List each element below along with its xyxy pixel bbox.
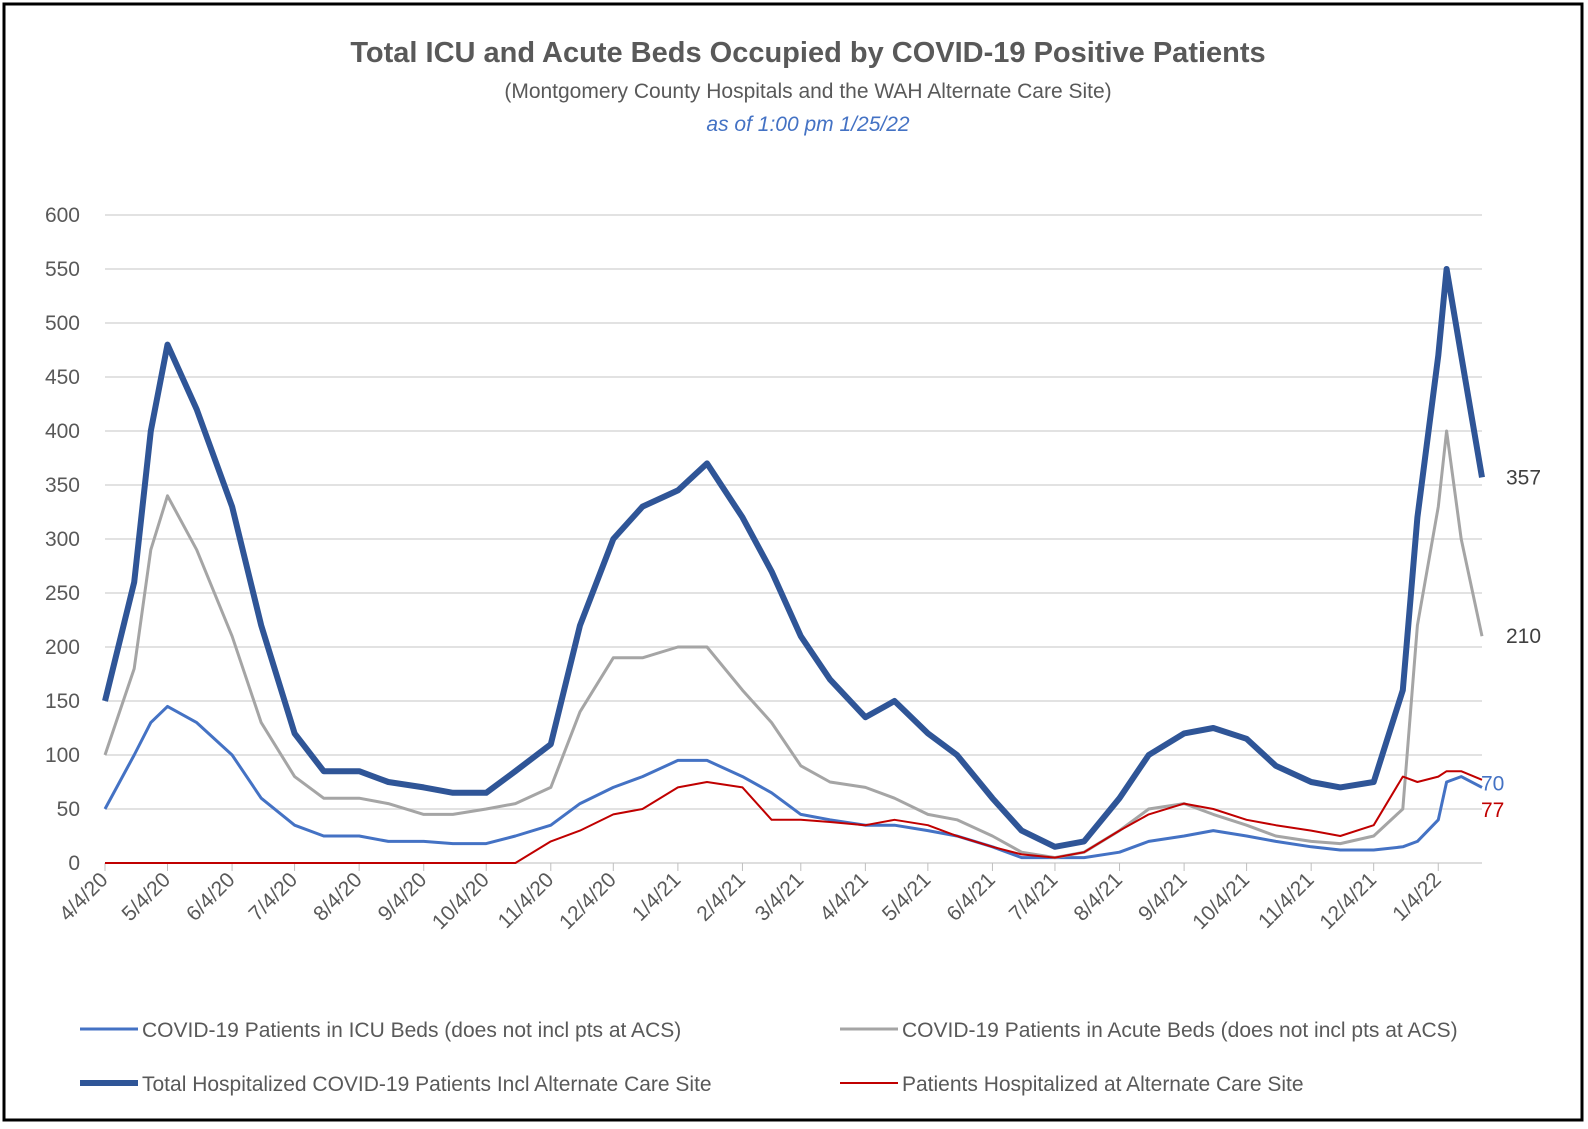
y-tick-label: 250 <box>45 582 80 605</box>
y-tick-label: 300 <box>45 528 80 551</box>
series-line <box>103 704 1483 860</box>
y-tick-label: 550 <box>45 258 80 281</box>
y-tick-label: 350 <box>45 474 80 497</box>
series-line <box>105 770 1483 864</box>
chart-note: as of 1:00 pm 1/25/22 <box>706 113 909 136</box>
end-label: 210 <box>1506 625 1541 648</box>
chart-subtitle: (Montgomery County Hospitals and the WAH… <box>504 80 1111 103</box>
y-tick-label: 200 <box>45 636 80 659</box>
y-tick-label: 50 <box>57 798 80 821</box>
y-tick-label: 0 <box>68 852 80 875</box>
legend-label: COVID-19 Patients in ICU Beds (does not … <box>142 1019 681 1042</box>
y-tick-label: 400 <box>45 420 80 443</box>
legend-label: COVID-19 Patients in Acute Beds (does no… <box>902 1019 1458 1042</box>
end-label: 77 <box>1481 799 1504 822</box>
y-tick-label: 600 <box>45 204 80 227</box>
y-tick-label: 100 <box>45 744 80 767</box>
y-tick-label: 500 <box>45 312 80 335</box>
y-tick-label: 450 <box>45 366 80 389</box>
legend-label: Total Hospitalized COVID-19 Patients Inc… <box>142 1073 712 1096</box>
end-label: 357 <box>1506 466 1541 489</box>
y-tick-label: 150 <box>45 690 80 713</box>
legend-label: Patients Hospitalized at Alternate Care … <box>902 1073 1304 1096</box>
series-line <box>103 429 1484 860</box>
end-label: 70 <box>1481 772 1504 795</box>
chart-title: Total ICU and Acute Beds Occupied by COV… <box>350 37 1265 69</box>
series-line <box>102 266 1485 850</box>
